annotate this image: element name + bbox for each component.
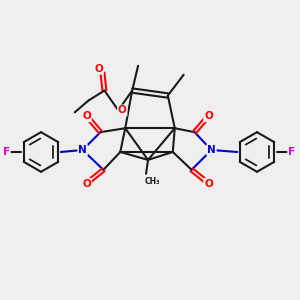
Text: O: O — [204, 179, 213, 189]
Text: CH₃: CH₃ — [144, 177, 160, 186]
Text: F: F — [3, 147, 10, 157]
Text: N: N — [207, 145, 216, 155]
Text: O: O — [94, 64, 103, 74]
Text: N: N — [78, 145, 87, 155]
Text: O: O — [204, 111, 213, 121]
Text: O: O — [82, 179, 91, 189]
Text: O: O — [82, 111, 91, 121]
Text: F: F — [288, 147, 295, 157]
Text: O: O — [118, 105, 127, 116]
